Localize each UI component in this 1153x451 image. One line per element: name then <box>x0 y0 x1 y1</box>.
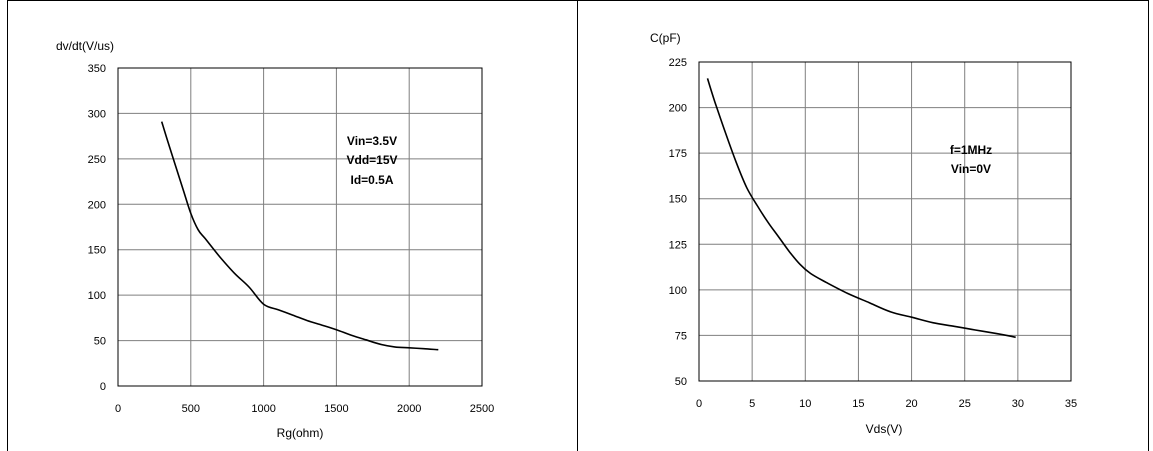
x-tick-label: 1500 <box>324 403 348 415</box>
y-tick-label: 100 <box>669 285 687 297</box>
y-tick-label: 350 <box>88 63 106 75</box>
chart-capacitance-grid <box>699 62 1071 381</box>
y-tick-label: 125 <box>669 239 687 251</box>
x-tick-label: 0 <box>115 403 121 415</box>
x-tick-label: 2500 <box>470 403 494 415</box>
chart-dvdt-annotation-id: Id=0.5A <box>350 173 393 187</box>
chart-dvdt-annotation-vdd: Vdd=15V <box>346 153 397 167</box>
y-tick-label: 150 <box>88 245 106 257</box>
chart-dvdt-plot-border <box>117 67 483 387</box>
y-tick-label: 225 <box>669 57 687 69</box>
chart-dvdt-series-line <box>160 121 439 351</box>
x-tick-label: 20 <box>905 398 917 410</box>
chart-capacitance-plot-border <box>698 61 1072 382</box>
panel-divider <box>577 0 578 451</box>
chart-dvdt-x-ticks: 0 500 1000 1500 2000 2500 <box>115 403 494 415</box>
x-tick-label: 2000 <box>397 403 421 415</box>
chart-capacitance-annotation-f: f=1MHz <box>950 143 992 157</box>
figure-frame <box>7 0 1149 451</box>
y-tick-label: 50 <box>675 376 687 388</box>
x-tick-label: 30 <box>1012 398 1024 410</box>
chart-dvdt-annotation-vin: Vin=3.5V <box>347 134 397 148</box>
x-tick-label: 15 <box>852 398 864 410</box>
x-tick-label: 500 <box>182 403 200 415</box>
x-tick-label: 0 <box>696 398 702 410</box>
y-tick-label: 300 <box>88 108 106 120</box>
chart-capacitance-xlabel: Vds(V) <box>866 422 903 436</box>
y-tick-label: 0 <box>100 381 106 393</box>
y-tick-label: 200 <box>88 199 106 211</box>
x-tick-label: 10 <box>799 398 811 410</box>
chart-dvdt-xlabel: Rg(ohm) <box>277 426 324 440</box>
chart-capacitance-annotation-vin: Vin=0V <box>951 162 991 176</box>
chart-dvdt-ylabel: dv/dt(V/us) <box>56 39 114 53</box>
chart-capacitance-series-line <box>706 78 1016 339</box>
y-tick-label: 50 <box>94 336 106 348</box>
y-tick-label: 175 <box>669 148 687 160</box>
chart-capacitance: 0 5 10 15 20 25 30 35 50 75 100 125 150 175 200 225 C(… <box>650 31 1077 436</box>
chart-dvdt: 0 500 1000 1500 2000 2500 0 50 100 150 200 250 300 3… <box>56 39 494 440</box>
y-tick-label: 75 <box>675 330 687 342</box>
chart-capacitance-y-ticks: 50 75 100 125 150 175 200 225 <box>669 57 687 388</box>
chart-dvdt-y-ticks: 0 50 100 150 200 250 300 350 <box>88 63 106 393</box>
x-tick-label: 25 <box>959 398 971 410</box>
chart-dvdt-grid <box>118 68 482 386</box>
x-tick-label: 35 <box>1065 398 1077 410</box>
y-tick-label: 150 <box>669 194 687 206</box>
y-tick-label: 100 <box>88 290 106 302</box>
chart-capacitance-ylabel: C(pF) <box>650 31 681 45</box>
y-tick-label: 250 <box>88 154 106 166</box>
x-tick-label: 5 <box>749 398 755 410</box>
x-tick-label: 1000 <box>251 403 275 415</box>
y-tick-label: 200 <box>669 103 687 115</box>
chart-capacitance-x-ticks: 0 5 10 15 20 25 30 35 <box>696 398 1077 410</box>
